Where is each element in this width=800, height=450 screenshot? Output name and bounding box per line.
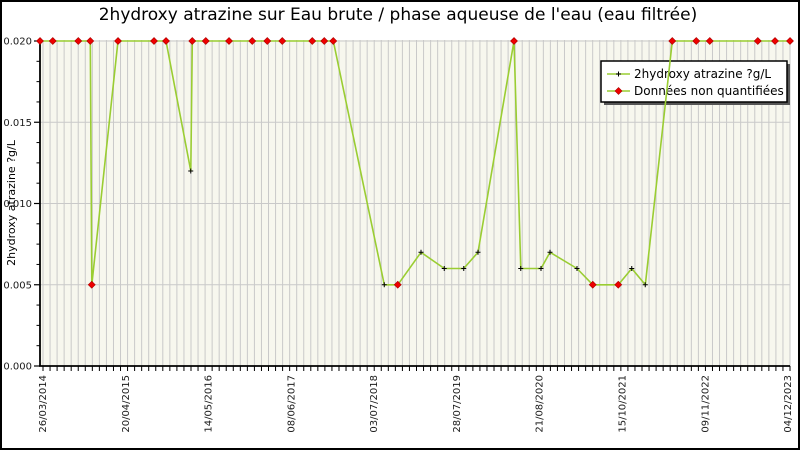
y-tick-label: 0.005 <box>3 280 32 291</box>
non-quantified-point-marker <box>668 37 677 45</box>
legend-entry-label: Données non quantifiées <box>634 84 784 98</box>
y-tick-label: 0.015 <box>3 118 32 129</box>
y-tick-label: 0.020 <box>3 37 32 48</box>
x-tick-label: 14/05/2016 <box>204 375 215 433</box>
non-quantified-point-marker <box>329 37 338 45</box>
x-tick-label: 15/10/2021 <box>618 375 629 433</box>
non-quantified-point-marker <box>692 37 701 45</box>
non-quantified-point-marker <box>308 37 317 45</box>
non-quantified-point-marker <box>614 280 623 289</box>
non-quantified-point-marker <box>188 37 197 45</box>
legend-plus-marker-icon <box>607 71 630 77</box>
non-quantified-point-marker <box>74 37 83 45</box>
y-axis-label: 2hydroxy atrazine ?g/L <box>5 139 18 266</box>
non-quantified-point-marker <box>753 37 762 45</box>
non-quantified-point-marker <box>248 37 257 45</box>
non-quantified-point-marker <box>705 37 714 45</box>
x-tick-label: 28/07/2019 <box>452 375 463 433</box>
legend-diamond-marker-icon <box>607 87 630 95</box>
x-tick-label: 09/11/2022 <box>700 375 711 433</box>
non-quantified-point-marker <box>201 37 210 45</box>
data-series-layer <box>36 37 794 289</box>
x-tick-label: 03/07/2018 <box>369 375 380 433</box>
x-tick-label: 04/12/2023 <box>783 375 794 433</box>
non-quantified-point-marker <box>162 37 170 45</box>
y-tick-label: 0.010 <box>3 199 32 210</box>
legend-entry: Données non quantifiées <box>607 84 784 98</box>
non-quantified-point-marker <box>510 37 518 45</box>
non-quantified-point-marker <box>278 37 287 45</box>
x-tick-label: 21/08/2020 <box>535 375 546 433</box>
non-quantified-point-marker <box>588 280 597 289</box>
axes-layer: 0.000 0.005 0.010 0.015 0.020 26/03/2014 20/04… <box>3 37 794 433</box>
chart-title: 2hydroxy atrazine sur Eau brute / phase … <box>98 5 698 25</box>
y-tick-label: 0.000 <box>3 362 32 373</box>
non-quantified-point-marker <box>36 37 44 45</box>
x-tick-label: 08/06/2017 <box>286 375 297 433</box>
non-quantified-point-marker <box>614 87 623 95</box>
non-quantified-point-marker <box>786 37 794 45</box>
non-quantified-point-marker <box>48 37 57 45</box>
non-quantified-point-marker <box>225 37 233 45</box>
non-quantified-point-marker <box>150 37 158 45</box>
non-quantified-point-marker <box>114 37 122 45</box>
legend-entry-label: 2hydroxy atrazine ?g/L <box>634 67 771 81</box>
x-tick-label: 20/04/2015 <box>121 375 132 433</box>
x-tick-label: 26/03/2014 <box>38 375 49 433</box>
non-quantified-point-marker <box>87 280 96 289</box>
non-quantified-point-marker <box>86 37 95 45</box>
non-quantified-point-marker <box>320 37 329 45</box>
non-quantified-point-marker <box>263 37 272 45</box>
legend-box <box>600 60 788 103</box>
non-quantified-point-marker <box>393 280 402 289</box>
legend: 2hydroxy atrazine ?g/L Données non quant… <box>600 60 790 105</box>
non-quantified-point-marker <box>771 37 779 45</box>
